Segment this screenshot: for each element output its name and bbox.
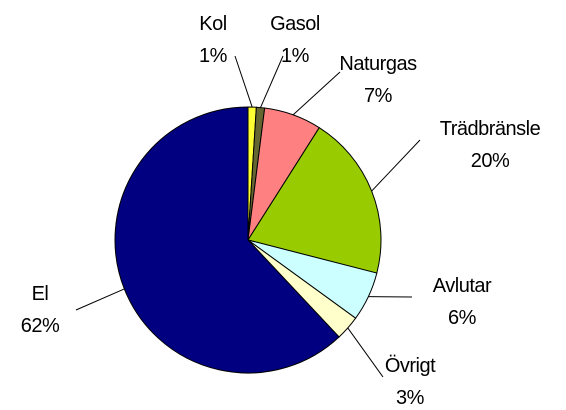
slice-label: Avlutar bbox=[433, 275, 492, 297]
slice-value: 3% bbox=[396, 387, 425, 409]
slice-value: 1% bbox=[199, 45, 228, 67]
slice-label: Övrigt bbox=[385, 355, 436, 377]
slice-value: 7% bbox=[364, 85, 393, 107]
leader-line bbox=[75, 288, 125, 311]
pie-slice bbox=[114, 106, 340, 374]
slice-value: 1% bbox=[281, 45, 310, 67]
slice-value: 6% bbox=[448, 307, 477, 329]
slice-label: Naturgas bbox=[339, 53, 417, 75]
leader-line bbox=[260, 55, 284, 108]
leader-line bbox=[347, 327, 384, 378]
leader-line bbox=[371, 139, 421, 192]
slice-value: 20% bbox=[471, 150, 510, 172]
slice-value: 62% bbox=[21, 315, 60, 337]
slice-label: El bbox=[32, 283, 49, 305]
leader-line bbox=[292, 71, 341, 116]
slice-label: Trädbränsle bbox=[440, 118, 541, 140]
slice-label: Kol bbox=[199, 13, 226, 35]
slice-label: Gasol bbox=[270, 13, 320, 35]
leader-line bbox=[234, 55, 253, 108]
